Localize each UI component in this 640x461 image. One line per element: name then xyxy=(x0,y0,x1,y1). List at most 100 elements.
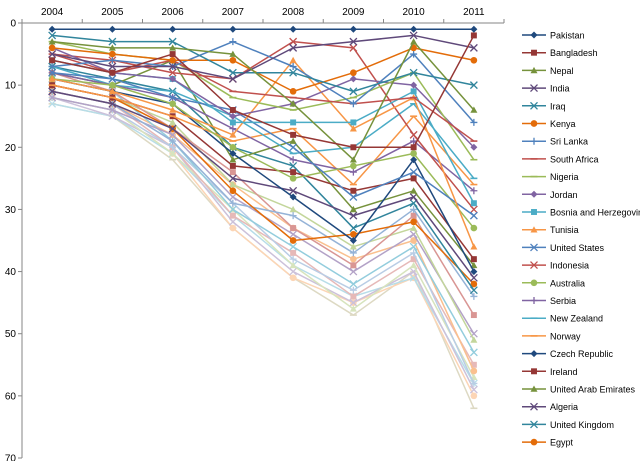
data-point xyxy=(349,75,357,83)
series-line xyxy=(51,34,475,80)
data-point xyxy=(290,225,297,232)
data-point xyxy=(349,25,357,33)
legend-item: Serbia xyxy=(522,296,576,306)
data-point xyxy=(410,249,418,257)
data-point xyxy=(470,243,478,250)
data-point xyxy=(410,25,418,33)
data-point xyxy=(470,261,478,269)
data-point xyxy=(349,286,357,294)
data-point xyxy=(409,130,418,139)
data-point xyxy=(228,205,237,214)
data-point xyxy=(410,50,418,58)
data-point xyxy=(168,62,177,71)
legend-label: Tunisia xyxy=(550,225,579,235)
data-point xyxy=(410,261,418,269)
legend-marker xyxy=(530,402,538,411)
data-point xyxy=(289,175,297,182)
data-point xyxy=(289,63,297,70)
x-tick-label: 2010 xyxy=(403,7,426,18)
data-point xyxy=(469,348,478,357)
data-point xyxy=(289,186,298,195)
data-point xyxy=(169,143,177,151)
data-point xyxy=(169,100,176,108)
data-point xyxy=(470,106,478,113)
series-line xyxy=(51,84,475,341)
y-tick-label: 10 xyxy=(5,81,17,92)
data-point xyxy=(470,187,478,195)
legend-marker xyxy=(530,279,538,287)
data-point xyxy=(349,305,357,312)
data-point xyxy=(349,168,357,176)
data-point xyxy=(470,268,478,276)
legend-item: Algeria xyxy=(522,402,578,412)
legend-label: Pakistan xyxy=(550,31,585,41)
data-point xyxy=(48,99,57,108)
legend-marker xyxy=(530,84,538,93)
data-point xyxy=(410,81,418,89)
data-point xyxy=(289,143,298,152)
data-point xyxy=(469,205,478,214)
y-tick-label: 70 xyxy=(5,454,17,461)
data-point xyxy=(410,212,417,219)
data-point xyxy=(470,336,478,343)
legend-marker xyxy=(530,101,538,110)
data-point xyxy=(409,242,418,251)
chart-axes: 2004 2005 2006 2007 2008 2009 2010 2011 0 10 20 30 4… xyxy=(5,7,505,461)
data-point xyxy=(410,150,417,157)
data-point xyxy=(349,243,357,250)
data-point xyxy=(470,312,477,319)
legend-item: United States xyxy=(522,243,605,253)
data-point xyxy=(169,106,177,113)
data-point xyxy=(229,156,237,163)
data-point xyxy=(470,379,478,387)
series-line xyxy=(52,40,475,161)
legend-marker xyxy=(530,120,538,127)
series-1 xyxy=(49,32,477,151)
data-point xyxy=(289,68,298,77)
legend-item: Ireland xyxy=(522,367,578,377)
data-point xyxy=(108,25,116,33)
series-line xyxy=(51,90,475,366)
data-point xyxy=(108,106,117,114)
data-point xyxy=(228,68,237,77)
legend-marker xyxy=(530,297,538,304)
series-line xyxy=(51,90,475,372)
data-point xyxy=(108,56,116,64)
series-line xyxy=(51,71,475,192)
data-point xyxy=(49,57,56,64)
data-point xyxy=(229,187,237,195)
legend-marker xyxy=(530,385,538,392)
data-point xyxy=(349,43,358,52)
data-point xyxy=(409,168,418,177)
series-line xyxy=(51,103,475,384)
data-point xyxy=(229,119,236,126)
data-point xyxy=(349,125,357,132)
data-point xyxy=(168,130,177,139)
data-point xyxy=(229,50,237,57)
data-point xyxy=(289,88,297,95)
data-point xyxy=(410,205,418,213)
data-point xyxy=(349,156,357,163)
data-point xyxy=(349,280,358,288)
legend-marker xyxy=(531,49,537,56)
data-point xyxy=(350,187,357,194)
series-line xyxy=(51,96,475,390)
legend-item: Bosnia and Herzegovina xyxy=(522,208,640,218)
data-point xyxy=(350,262,357,269)
legend-label: Kenya xyxy=(550,119,576,129)
data-point xyxy=(290,249,297,256)
legend-item: South Africa xyxy=(522,154,599,164)
series-line xyxy=(52,71,475,217)
legend-label: Egypt xyxy=(550,438,574,448)
legend-marker xyxy=(530,66,538,74)
data-point xyxy=(168,93,177,102)
series-line xyxy=(51,53,475,142)
data-point xyxy=(169,150,177,157)
legend-label: New Zealand xyxy=(550,314,603,324)
series-line xyxy=(51,59,475,266)
data-point xyxy=(470,292,478,300)
legend-item: Pakistan xyxy=(522,31,585,41)
data-point xyxy=(48,63,56,70)
legend-label: United States xyxy=(550,243,605,253)
data-point xyxy=(48,50,57,59)
